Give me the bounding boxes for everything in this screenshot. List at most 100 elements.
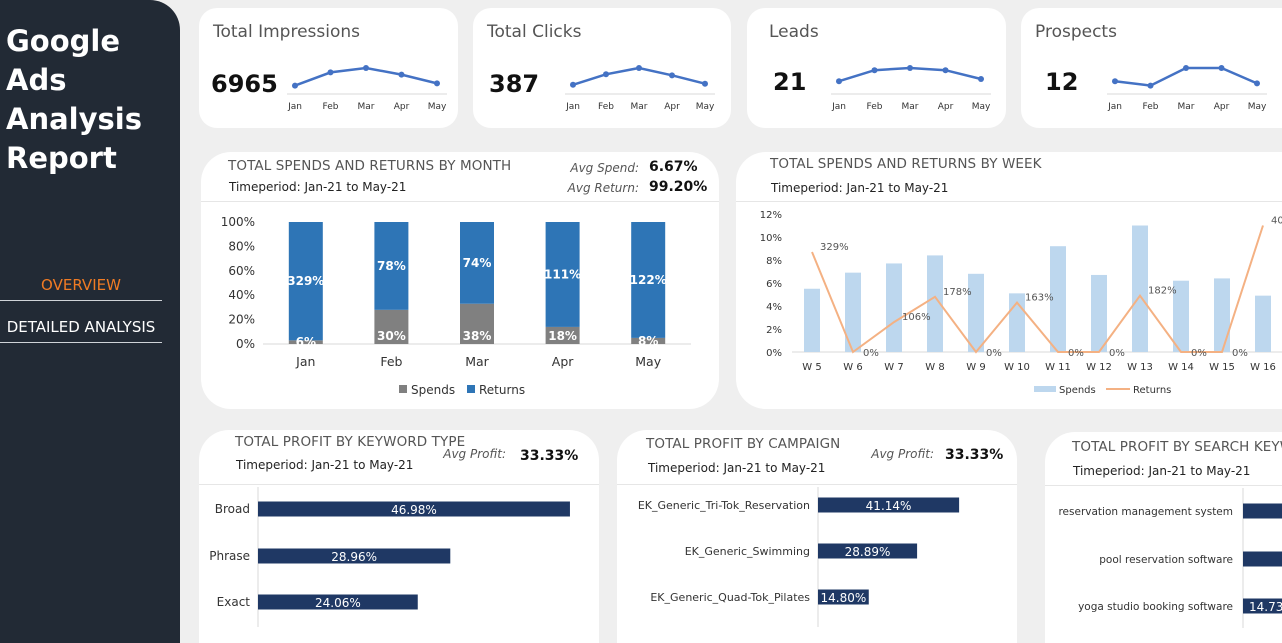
legend-label-returns: Returns (479, 383, 525, 397)
sparkline-point (570, 81, 576, 88)
x-tick-label: Jan (295, 354, 315, 369)
spends-bar (288, 340, 323, 344)
spends-bar (804, 288, 820, 352)
y-tick-label: 2% (766, 325, 782, 336)
sparkline-month-label: Mar (358, 102, 375, 112)
spends-bar (968, 273, 984, 352)
avg-profit-label: Avg Profit: (871, 447, 934, 461)
sparkline-month-label: Apr (938, 102, 954, 112)
x-tick-label: W 14 (1168, 362, 1194, 373)
divider (1045, 485, 1282, 486)
spends-bar (1132, 225, 1148, 352)
campaign-panel: TOTAL PROFIT BY CAMPAIGN Timeperiod: Jan… (617, 430, 1017, 643)
sparkline-month-label: Feb (323, 102, 339, 112)
returns-data-label: 178% (943, 287, 972, 298)
y-tick-label: 60% (228, 264, 255, 278)
profit-bar (818, 543, 918, 559)
sparkline-point (1112, 78, 1118, 85)
spends-bar (927, 255, 943, 352)
weekly-chart: 0% 2% 4% 6% 8% 10% 12% W 5 W 6 W 7 W 8 W 9 W 10 W 11 W… (760, 210, 1282, 396)
returns-bar (460, 222, 494, 304)
x-tick-label: W 9 (966, 362, 985, 373)
sparkline-point (702, 80, 708, 87)
category-label: reservation management system (1058, 506, 1233, 518)
sparkline-month-label: Jan (831, 102, 846, 112)
divider (201, 201, 719, 202)
profit-data-label: 24.06% (315, 596, 361, 610)
category-label: Broad (215, 502, 250, 516)
spends-data-label: 18% (548, 329, 577, 343)
returns-bar (374, 222, 409, 310)
returns-data-label: 78% (377, 259, 406, 273)
returns-data-label: 0% (863, 348, 879, 359)
category-label: EK_Generic_Tri-Tok_Reservation (638, 499, 810, 512)
sparkline-month-label: Feb (867, 102, 883, 112)
profit-bar (258, 548, 451, 564)
sparkline-month-label: Jan (287, 102, 302, 112)
x-tick-label: W 5 (802, 362, 821, 373)
returns-data-label: 0% (1232, 348, 1248, 359)
returns-data-label: 0% (1191, 348, 1207, 359)
nav-overview[interactable]: OVERVIEW (0, 276, 162, 301)
avg-return-value: 99.20% (649, 179, 708, 195)
sparkline-month-label: Feb (598, 102, 614, 112)
nav-detailed-analysis[interactable]: DETAILED ANALYSIS (0, 318, 162, 343)
search-keyword-panel: TOTAL PROFIT BY SEARCH KEYWO Timeperiod:… (1045, 432, 1282, 643)
kpi-title: Prospects (1035, 22, 1117, 42)
divider (199, 484, 599, 485)
y-tick-label: 40% (228, 288, 255, 302)
spends-data-label: 30% (377, 329, 406, 343)
kpi-title: Leads (769, 22, 819, 42)
clicks-sparkline: Jan Feb Mar Apr May (565, 65, 715, 112)
returns-bar (631, 222, 666, 338)
y-tick-label: 10% (760, 233, 782, 244)
category-label: EK_Generic_Swimming (685, 545, 810, 558)
prospects-sparkline: Jan Feb Mar Apr May (1107, 65, 1267, 112)
profit-bar (818, 497, 960, 513)
profit-bar (818, 589, 869, 605)
report-title-line: Google (6, 24, 121, 58)
profit-bar (258, 594, 418, 610)
weekly-panel: TOTAL SPENDS AND RETURNS BY WEEK Timeper… (736, 152, 1282, 409)
avg-profit-label: Avg Profit: (443, 447, 506, 461)
spends-bar (1050, 246, 1066, 352)
sparkline-month-label: Apr (394, 102, 410, 112)
divider (736, 201, 1282, 202)
y-tick-label: 6% (766, 279, 782, 290)
spends-data-label: 6% (296, 335, 316, 349)
kpi-card-prospects: Prospects 12 Jan Feb Mar Apr May (1021, 8, 1282, 128)
spends-data-label: 38% (463, 329, 492, 343)
spends-bar (886, 263, 902, 352)
profit-bar (1243, 503, 1282, 519)
avg-spend-value: 6.67% (649, 159, 698, 175)
sparkline-month-label: Feb (1143, 102, 1159, 112)
sparkline-point (669, 72, 675, 79)
spends-bar (1091, 274, 1107, 352)
kpi-value: 6965 (211, 70, 278, 98)
spends-bar (1214, 278, 1230, 352)
timeperiod: Timeperiod: Jan-21 to May-21 (771, 181, 949, 195)
sparkline-month-label: Apr (664, 102, 680, 112)
keyword-type-chart: Broad 46.98% Phrase 28.96% Exact 24.06% (209, 487, 570, 627)
profit-bar (1243, 551, 1282, 567)
sparkline-point (603, 71, 609, 78)
spends-bar (374, 309, 409, 344)
sparkline-point (434, 80, 440, 87)
returns-data-label: 329% (287, 274, 324, 288)
x-tick-label: W 12 (1086, 362, 1112, 373)
profit-bar (258, 501, 570, 517)
y-tick-label: 8% (766, 256, 782, 267)
timeperiod: Timeperiod: Jan-21 to May-21 (229, 180, 407, 194)
timeperiod: Timeperiod: Jan-21 to May-21 (648, 461, 826, 475)
sparkline-point (871, 67, 878, 74)
x-tick-label: W 10 (1004, 362, 1030, 373)
legend-swatch-returns (467, 385, 475, 393)
sparkline-month-label: May (1248, 102, 1267, 112)
sparkline-point (1218, 65, 1225, 71)
sparkline-point (1183, 65, 1189, 71)
spends-bar (845, 272, 861, 352)
y-tick-label: 0% (766, 348, 782, 359)
legend-label-spends: Spends (411, 383, 455, 397)
sparkline-month-label: May (428, 102, 447, 112)
campaign-chart: EK_Generic_Tri-Tok_Reservation 41.14% EK_G… (638, 487, 960, 627)
